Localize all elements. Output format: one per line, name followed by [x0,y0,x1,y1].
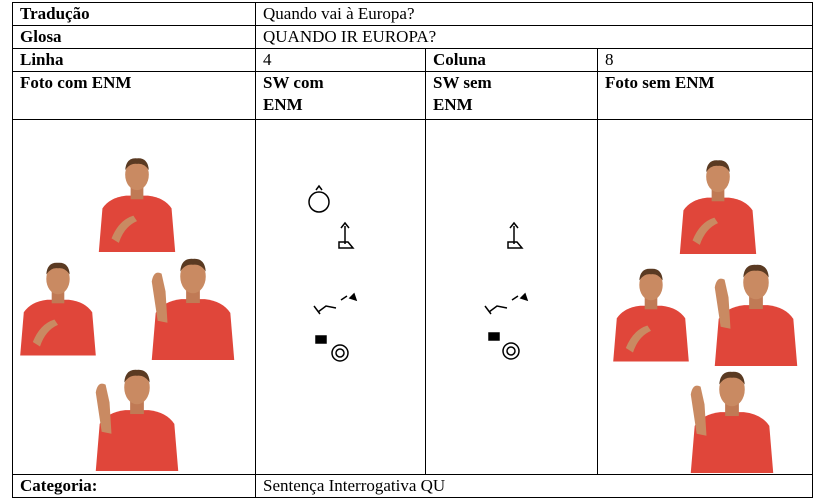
header-text: SW com ENM [263,73,324,114]
header: Foto sem ENM [597,71,813,120]
label: Glosa [12,25,256,49]
photos [20,158,235,471]
row: Glosa QUANDO IR EUROPA? [12,25,813,49]
row: Categoria: Sentença Interrogativa QU [12,474,813,498]
header: Foto com ENM [12,71,256,120]
image-row [12,119,813,475]
signwriting [484,221,529,360]
value: 8 [597,48,813,72]
header-row: Foto com ENM SW com ENM SW sem ENM Foto … [12,71,813,120]
signwriting-cell [425,119,598,475]
value: 4 [255,48,426,72]
header-text: SW sem ENM [433,73,492,114]
value: QUANDO IR EUROPA? [255,25,813,49]
label: Coluna [425,48,598,72]
value: Quando vai à Europa? [255,2,813,26]
header: SW sem ENM [425,71,598,120]
header: SW com ENM [255,71,426,120]
photo-cell [597,119,813,475]
photos [613,160,798,473]
value: Sentença Interrogativa QU [255,474,813,498]
label: Categoria: [12,474,256,498]
row: Linha 4 Coluna 8 [12,48,813,72]
sign-table: Tradução Quando vai à Europa? Glosa QUAN… [12,2,813,498]
signwriting [308,184,358,362]
label: Tradução [12,2,256,26]
signwriting-cell [255,119,426,475]
photo-cell [12,119,256,475]
row: Tradução Quando vai à Europa? [12,2,813,26]
label: Linha [12,48,256,72]
